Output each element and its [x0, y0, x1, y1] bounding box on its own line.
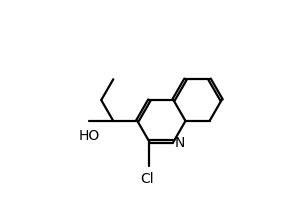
- Text: N: N: [175, 136, 185, 150]
- Text: HO: HO: [79, 129, 100, 143]
- Text: Cl: Cl: [140, 172, 154, 186]
